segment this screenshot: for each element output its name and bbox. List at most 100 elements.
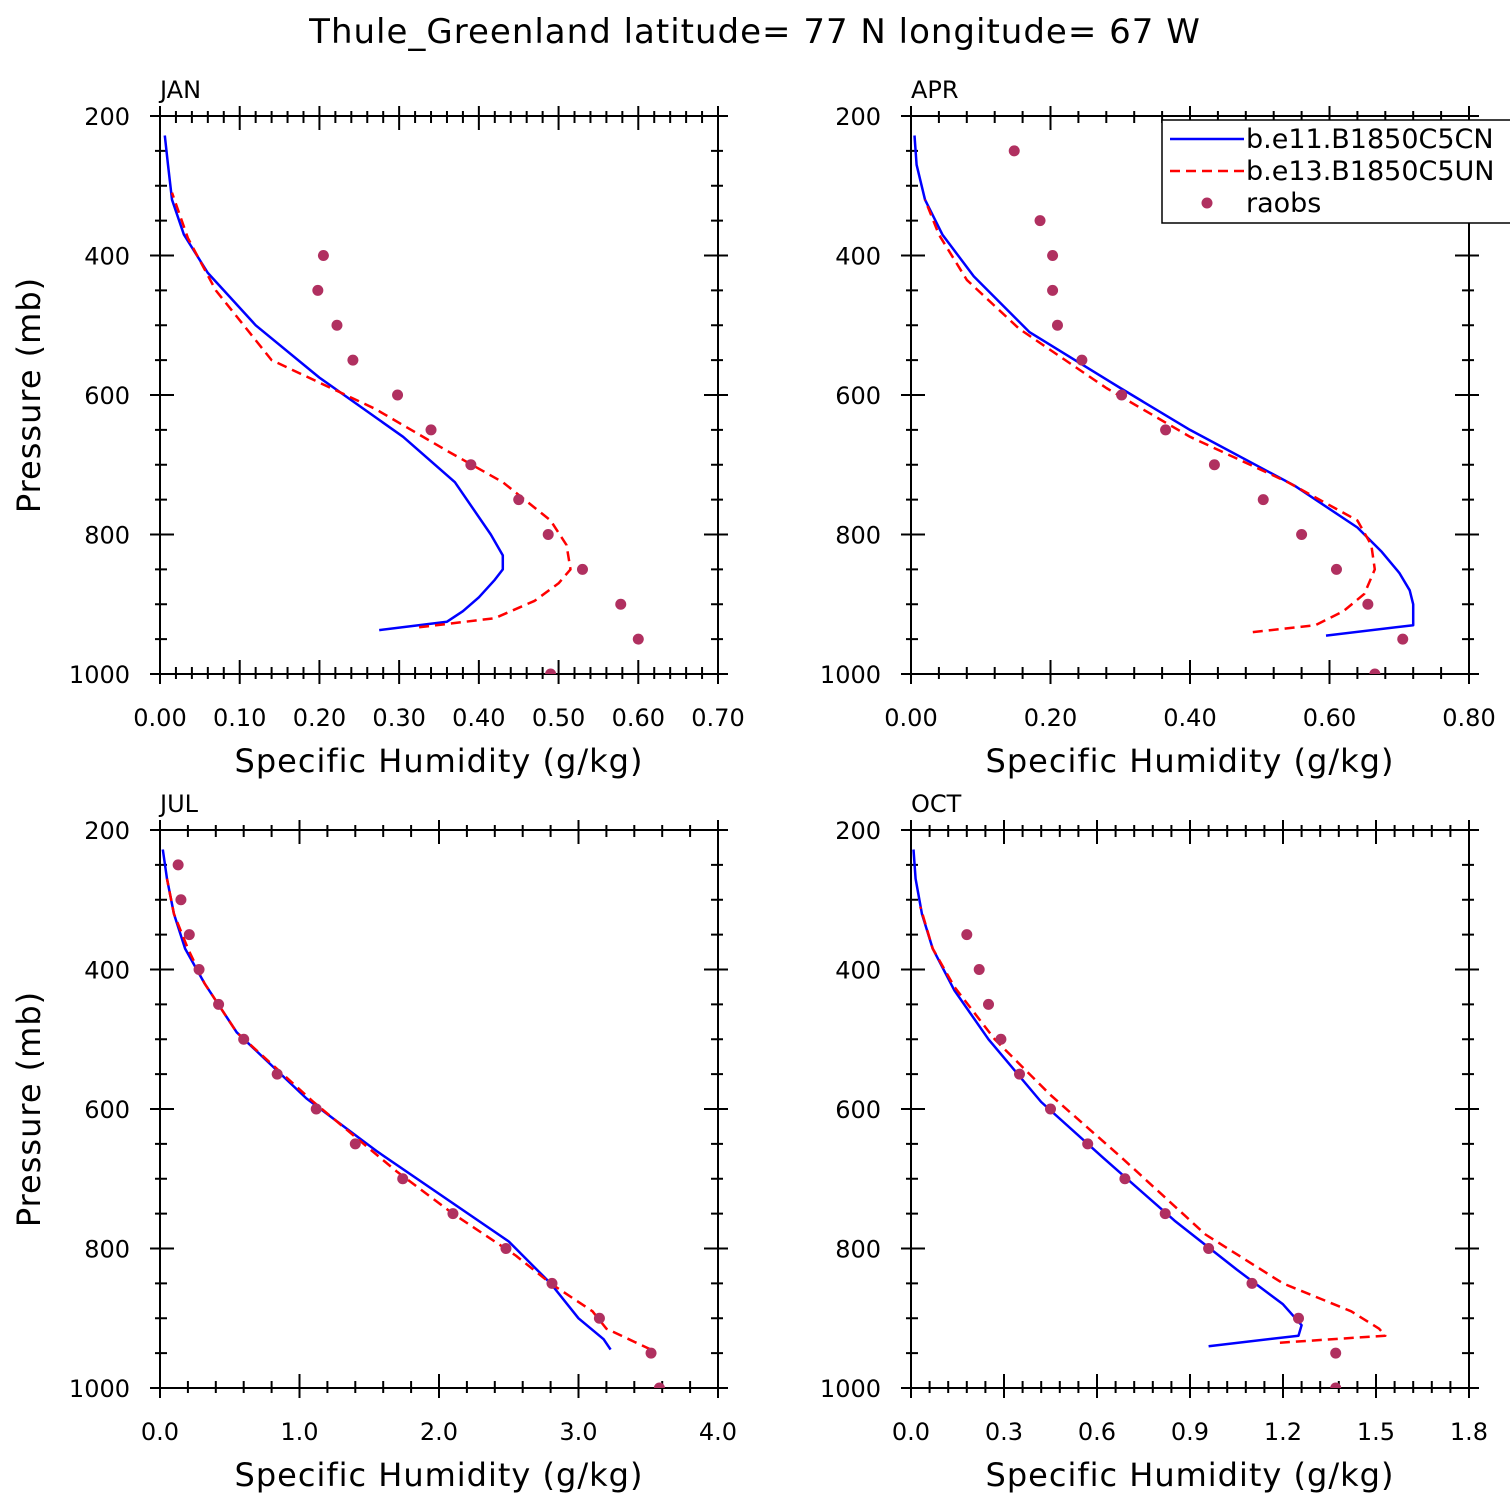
x-tick-label: 1.8 — [1450, 1418, 1488, 1446]
raobs-point — [349, 1138, 361, 1150]
legend-entry: b.e11.B1850C5CN — [1246, 124, 1494, 155]
series-line-b-e13 — [919, 906, 1387, 1344]
raobs-point — [172, 859, 184, 871]
raobs-point — [1293, 1312, 1304, 1324]
series-line-b-e13 — [923, 199, 1377, 634]
x-tick-label: 0.60 — [612, 704, 665, 732]
x-axis-label: Specific Humidity (g/kg) — [986, 742, 1395, 780]
series-line-b-e13 — [170, 192, 572, 629]
raobs-point — [995, 1033, 1007, 1045]
plot-frame — [910, 829, 1470, 1389]
panel-jan: JAN 0.00 0.10 0.20 0.30 0.40 0.50 0.60 0.70 200 40… — [10, 76, 745, 780]
raobs-point — [1208, 459, 1220, 471]
x-tick-label: 0.9 — [1171, 1418, 1209, 1446]
raobs-point — [645, 1347, 657, 1359]
raobs-point — [183, 929, 195, 941]
x-tick-label: 0.3 — [985, 1418, 1023, 1446]
x-tick-label: 0.40 — [1163, 704, 1216, 732]
data-area — [163, 135, 644, 674]
raobs-point — [238, 1033, 250, 1045]
y-axis-label: Pressure (mb) — [10, 277, 48, 513]
y-axis-label: Pressure (mb) — [10, 991, 48, 1227]
raobs-point — [1160, 424, 1172, 436]
raobs-point — [1116, 389, 1128, 401]
x-tick-label: 0.0 — [892, 1418, 930, 1446]
y-tick-label: 400 — [835, 957, 881, 985]
legend-entry: raobs — [1246, 188, 1321, 219]
series-line-b-e11 — [912, 849, 1303, 1348]
raobs-point — [271, 1068, 283, 1080]
raobs-point — [542, 529, 554, 540]
y-tick-label: 200 — [835, 103, 881, 131]
raobs-point — [1296, 529, 1308, 540]
x-tick-label: 0.00 — [884, 704, 937, 732]
x-axis-label: Specific Humidity (g/kg) — [986, 1456, 1395, 1494]
raobs-point — [1159, 1208, 1171, 1220]
y-tick-label: 400 — [835, 243, 881, 271]
raobs-point — [1008, 145, 1020, 157]
raobs-point — [1330, 1382, 1342, 1388]
raobs-point — [447, 1208, 459, 1220]
plot-frame — [159, 829, 719, 1389]
raobs-point — [317, 250, 329, 261]
raobs-point — [653, 1382, 665, 1388]
raobs-point — [1014, 1068, 1025, 1080]
y-tick-label: 1000 — [69, 1375, 130, 1403]
raobs-point — [1330, 563, 1342, 575]
x-tick-label: 1.5 — [1357, 1418, 1395, 1446]
raobs-point — [1051, 319, 1063, 331]
plot-frame — [159, 115, 719, 675]
x-tick-label: 0.30 — [372, 704, 425, 732]
x-axis-label: Specific Humidity (g/kg) — [235, 742, 644, 780]
x-tick-label: 0.20 — [293, 704, 346, 732]
raobs-point — [1362, 598, 1374, 610]
x-tick-label: 1.2 — [1264, 1418, 1302, 1446]
raobs-point — [983, 998, 994, 1010]
y-tick-label: 1000 — [820, 1375, 881, 1403]
y-tick-label: 800 — [835, 522, 881, 550]
raobs-point — [1257, 494, 1269, 506]
raobs-point — [546, 1277, 558, 1289]
raobs-point — [1047, 284, 1059, 296]
y-tick-label: 200 — [835, 817, 881, 845]
y-tick-label: 200 — [84, 103, 130, 131]
raobs-point — [545, 668, 557, 674]
x-tick-label: 3.0 — [559, 1418, 597, 1446]
raobs-point — [1045, 1103, 1056, 1115]
y-tick-label: 400 — [84, 957, 130, 985]
y-tick-label: 600 — [84, 1096, 130, 1124]
raobs-point — [1047, 250, 1059, 261]
panel-apr: APR 0.00 0.20 0.40 0.60 0.80 200 400 600 800 1000 S… — [820, 76, 1496, 780]
raobs-point — [193, 964, 205, 975]
panel-label: JUL — [158, 790, 199, 818]
raobs-point — [500, 1243, 512, 1254]
x-tick-label: 0.00 — [133, 704, 186, 732]
y-tick-label: 1000 — [69, 661, 130, 689]
series-line-b-e11 — [161, 849, 612, 1351]
x-tick-label: 2.0 — [420, 1418, 458, 1446]
raobs-point — [1076, 354, 1088, 366]
data-area — [912, 849, 1387, 1388]
y-tick-label: 600 — [84, 382, 130, 410]
y-tick-label: 200 — [84, 817, 130, 845]
panel-label: APR — [911, 76, 959, 104]
x-tick-label: 0.50 — [532, 704, 585, 732]
raobs-point — [312, 284, 324, 296]
x-tick-label: 0.10 — [213, 704, 266, 732]
y-tick-label: 800 — [835, 1236, 881, 1264]
y-tick-label: 800 — [84, 522, 130, 550]
raobs-point — [175, 894, 187, 906]
y-tick-label: 600 — [835, 382, 881, 410]
raobs-point — [615, 598, 627, 610]
raobs-point — [576, 563, 588, 575]
raobs-point — [513, 494, 525, 506]
raobs-point — [310, 1103, 322, 1115]
series-line-b-e13 — [165, 878, 652, 1351]
raobs-point — [392, 389, 404, 401]
y-tick-label: 600 — [835, 1096, 881, 1124]
raobs-point — [1082, 1138, 1094, 1150]
legend-entry: b.e13.B1850C5UN — [1246, 156, 1495, 187]
raobs-point — [1119, 1173, 1131, 1185]
